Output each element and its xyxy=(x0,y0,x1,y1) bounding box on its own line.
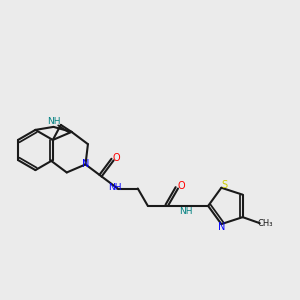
Text: NH: NH xyxy=(47,117,60,126)
Text: N: N xyxy=(218,222,226,232)
Text: NH: NH xyxy=(179,207,192,216)
Text: S: S xyxy=(222,180,228,190)
Text: CH₃: CH₃ xyxy=(257,219,273,228)
Text: O: O xyxy=(113,153,121,163)
Text: N: N xyxy=(82,159,89,170)
Text: NH: NH xyxy=(108,182,122,191)
Text: O: O xyxy=(177,181,185,191)
